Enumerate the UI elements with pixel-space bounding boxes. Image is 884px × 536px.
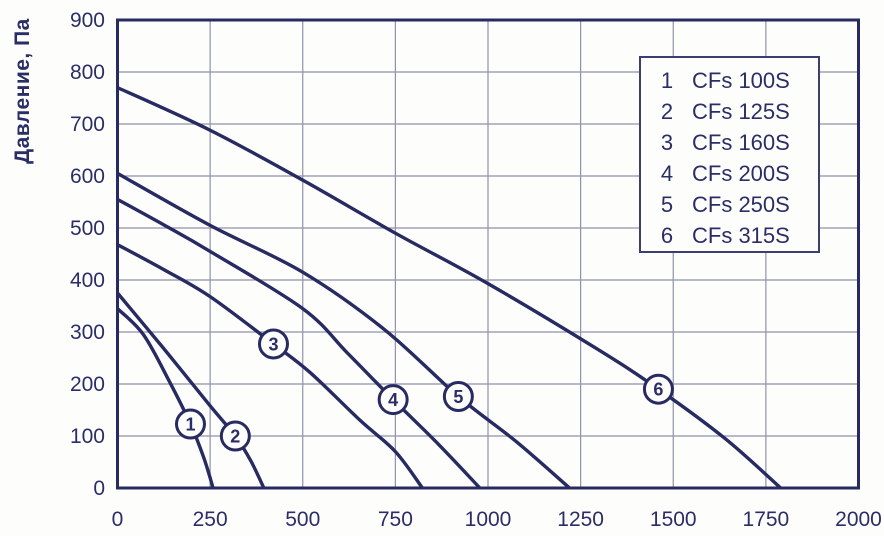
plot-border xyxy=(116,18,860,490)
legend-item-label: CFs 250S xyxy=(692,191,790,217)
curve-marker-1: 1 xyxy=(174,408,206,440)
marker-number: 4 xyxy=(388,390,398,410)
legend-item-CFs-315S: 6 CFs 315S xyxy=(641,220,818,251)
x-tick-label: 2000 xyxy=(835,508,882,531)
curve-marker-6: 6 xyxy=(642,373,674,405)
marker-circle xyxy=(257,328,289,360)
y-tick-label: 200 xyxy=(70,373,105,396)
legend-item-CFs-125S: 2 CFs 125S xyxy=(641,96,818,127)
legend-item-label: CFs 315S xyxy=(692,222,790,248)
curve-marker-5: 5 xyxy=(442,380,474,412)
y-tick-label: 100 xyxy=(70,425,105,448)
marker-number: 3 xyxy=(268,334,278,354)
legend-item-label: CFs 100S xyxy=(692,67,790,93)
y-tick-label: 700 xyxy=(70,113,105,136)
legend-item-index: 4 xyxy=(660,160,674,186)
x-tick-label: 1500 xyxy=(650,508,697,531)
curve-markers: 1 2 3 4 5 6 xyxy=(174,328,674,452)
curve-CFs-250S xyxy=(118,172,571,487)
marker-number: 2 xyxy=(230,427,240,447)
curve-CFs-100S xyxy=(118,307,215,487)
y-tick-label: 800 xyxy=(70,61,105,84)
marker-circle xyxy=(377,384,409,416)
marker-circle xyxy=(219,420,251,452)
marker-circle xyxy=(442,380,474,412)
marker-number: 6 xyxy=(653,380,663,400)
performance-curves xyxy=(118,86,783,487)
x-tick-label: 1000 xyxy=(465,508,512,531)
y-tick-label: 600 xyxy=(70,165,105,188)
legend-item-index: 1 xyxy=(660,67,674,93)
x-tick-label: 1250 xyxy=(557,508,604,531)
y-tick-label: 500 xyxy=(70,217,105,240)
legend-item-label: CFs 125S xyxy=(692,98,790,124)
legend-item-index: 3 xyxy=(660,129,674,155)
legend-item-CFs-200S: 4 CFs 200S xyxy=(641,158,818,189)
x-tick-label: 1750 xyxy=(743,508,790,531)
curve-CFs-160S xyxy=(118,243,424,487)
legend-item-label: CFs 160S xyxy=(692,129,790,155)
x-tick-label: 500 xyxy=(285,508,320,531)
curve-marker-2: 2 xyxy=(219,420,251,452)
legend-item-index: 2 xyxy=(660,98,674,124)
x-tick-label: 0 xyxy=(112,508,124,531)
legend-item-CFs-100S: 1 CFs 100S xyxy=(641,65,818,96)
marker-circle xyxy=(174,408,206,440)
curve-CFs-315S xyxy=(118,86,783,487)
marker-number: 1 xyxy=(185,415,195,435)
y-tick-label: 0 xyxy=(93,477,105,500)
marker-circle xyxy=(642,373,674,405)
legend-box: 1 CFs 100S 2 CFs 125S 3 CFs 160S 4 CFs 200S 5 CFs… xyxy=(639,56,820,253)
y-tick-label: 900 xyxy=(70,9,105,32)
legend-item-CFs-250S: 5 CFs 250S xyxy=(641,189,818,220)
y-tick-label: 400 xyxy=(70,269,105,292)
legend-item-CFs-160S: 3 CFs 160S xyxy=(641,127,818,158)
x-tick-label: 750 xyxy=(378,508,413,531)
marker-number: 5 xyxy=(453,387,463,407)
curve-CFs-125S xyxy=(118,291,266,487)
legend-item-index: 6 xyxy=(660,222,674,248)
tick-labels: 0 250 500 750 1000 1250 1500 1750 20000100200300… xyxy=(70,9,882,531)
x-tick-label: 250 xyxy=(193,508,228,531)
curve-marker-4: 4 xyxy=(377,384,409,416)
curve-marker-3: 3 xyxy=(257,328,289,360)
y-tick-label: 300 xyxy=(70,321,105,344)
curve-CFs-200S xyxy=(118,198,482,487)
legend-item-index: 5 xyxy=(660,191,674,217)
legend-item-label: CFs 200S xyxy=(692,160,790,186)
